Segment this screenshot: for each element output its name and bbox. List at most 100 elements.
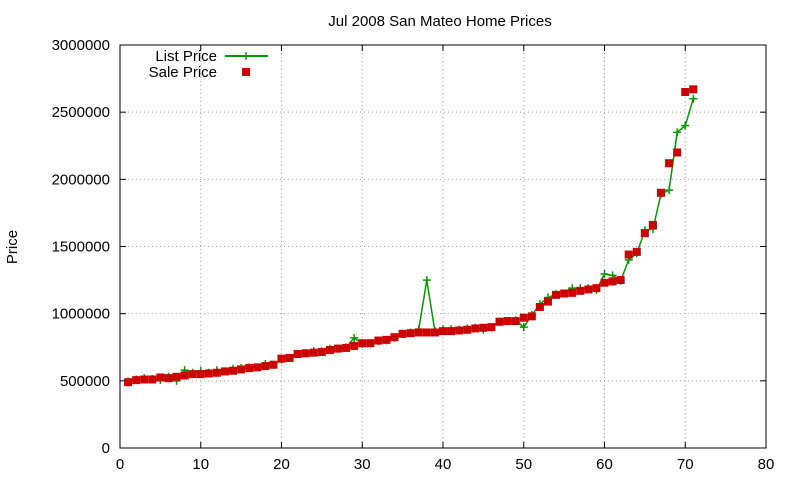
x-tick-label: 20 xyxy=(273,456,290,473)
sale-price-point xyxy=(212,368,221,377)
list-price-point xyxy=(422,276,431,285)
y-tick-label: 500000 xyxy=(60,373,110,390)
sale-price-point xyxy=(640,229,649,238)
sale-price-point xyxy=(519,313,528,322)
x-tick-label: 50 xyxy=(515,456,532,473)
sale-price-point xyxy=(439,327,447,336)
sale-price-point xyxy=(447,327,456,336)
x-tick-label: 60 xyxy=(596,456,613,473)
sale-price-point xyxy=(309,348,318,357)
sale-price-point xyxy=(148,375,157,384)
y-tick-label: 1000000 xyxy=(52,306,110,323)
sale-price-point xyxy=(140,375,149,384)
sale-price-point xyxy=(479,323,488,332)
sale-price-point xyxy=(455,326,464,335)
sale-price-point xyxy=(390,333,399,342)
sale-price-point xyxy=(374,336,383,345)
legend-cross-mark xyxy=(242,52,250,60)
grid-lines xyxy=(120,45,766,448)
x-tick-label: 40 xyxy=(435,456,452,473)
sale-price-point xyxy=(172,372,181,381)
sale-price-point xyxy=(414,328,423,337)
sale-price-point xyxy=(317,347,326,356)
sale-price-point xyxy=(342,343,351,352)
chart-title: Jul 2008 San Mateo Home Prices xyxy=(328,13,551,30)
sale-price-point xyxy=(463,325,472,334)
sale-price-point xyxy=(164,374,173,383)
y-tick-label: 0 xyxy=(102,440,110,457)
list-price-point xyxy=(673,128,682,137)
list-price-point xyxy=(350,333,359,342)
y-axis-ticks: 0 500000 1000000 1500000 2000000 2500000 30000… xyxy=(52,37,766,457)
y-tick-label: 2500000 xyxy=(52,104,110,121)
sale-price-point xyxy=(568,288,577,297)
sale-price-point xyxy=(261,362,270,371)
series-sale-price xyxy=(124,85,698,387)
legend-label-list-price: List Price xyxy=(155,48,217,65)
x-tick-label: 10 xyxy=(192,456,209,473)
sale-price-point xyxy=(600,278,609,287)
sale-price-point xyxy=(156,373,165,382)
sale-price-point xyxy=(527,312,536,321)
sale-price-point xyxy=(293,349,302,358)
sale-price-point xyxy=(422,328,431,337)
legend-label-sale-price: Sale Price xyxy=(149,64,217,81)
sale-price-point xyxy=(535,302,544,311)
sale-price-point xyxy=(277,354,286,363)
sale-price-point xyxy=(180,371,189,380)
sale-price-point xyxy=(406,329,415,338)
sale-price-point xyxy=(624,250,633,259)
y-axis-label: Price xyxy=(4,230,21,264)
y-tick-label: 2000000 xyxy=(52,171,110,188)
x-axis-ticks: 0 10 20 30 40 50 60 70 80 xyxy=(116,45,775,473)
sale-price-point xyxy=(398,329,407,338)
sale-price-point xyxy=(584,285,593,294)
sale-price-point xyxy=(503,317,512,326)
sale-price-point xyxy=(665,159,674,168)
sale-price-point xyxy=(648,221,657,230)
sale-price-point xyxy=(358,339,367,348)
x-tick-label: 70 xyxy=(677,456,694,473)
legend-marker-list-price xyxy=(242,52,250,60)
list-price-line xyxy=(127,98,695,383)
sale-price-point xyxy=(560,289,569,298)
sale-price-point xyxy=(132,376,141,385)
sale-price-point xyxy=(632,247,641,256)
sale-price-point xyxy=(471,324,480,333)
sale-price-point xyxy=(325,345,334,354)
sale-price-point xyxy=(673,148,682,157)
sale-price-point xyxy=(253,363,262,372)
list-price-point xyxy=(519,323,528,332)
sale-price-point xyxy=(576,286,585,295)
sale-price-point xyxy=(237,365,246,374)
sale-price-point xyxy=(511,317,520,326)
y-tick-label: 3000000 xyxy=(52,37,110,54)
sale-price-point xyxy=(487,323,496,332)
sale-price-point xyxy=(495,317,504,326)
sale-price-point xyxy=(382,335,391,344)
list-price-point xyxy=(600,270,609,279)
sale-price-point xyxy=(334,344,343,353)
x-tick-label: 80 xyxy=(758,456,775,473)
sale-price-point xyxy=(196,370,205,379)
sale-price-point xyxy=(285,353,294,362)
series-list-price xyxy=(124,94,698,386)
sale-price-point xyxy=(350,341,359,350)
sale-price-point xyxy=(220,367,229,376)
sale-price-point xyxy=(616,276,625,285)
legend: List Price Sale Price xyxy=(149,48,268,81)
y-tick-label: 1500000 xyxy=(52,239,110,256)
sale-price-point xyxy=(188,370,197,379)
sale-price-point xyxy=(543,297,552,306)
sale-price-point xyxy=(608,277,617,286)
list-price-point xyxy=(689,94,698,103)
x-tick-label: 0 xyxy=(116,456,124,473)
sale-price-point xyxy=(204,369,213,378)
sale-price-point xyxy=(552,290,561,299)
sale-price-point xyxy=(269,360,278,369)
sale-price-point xyxy=(592,284,601,293)
sale-price-point xyxy=(366,339,375,348)
list-price-point xyxy=(681,121,690,130)
sale-price-point xyxy=(229,366,238,375)
